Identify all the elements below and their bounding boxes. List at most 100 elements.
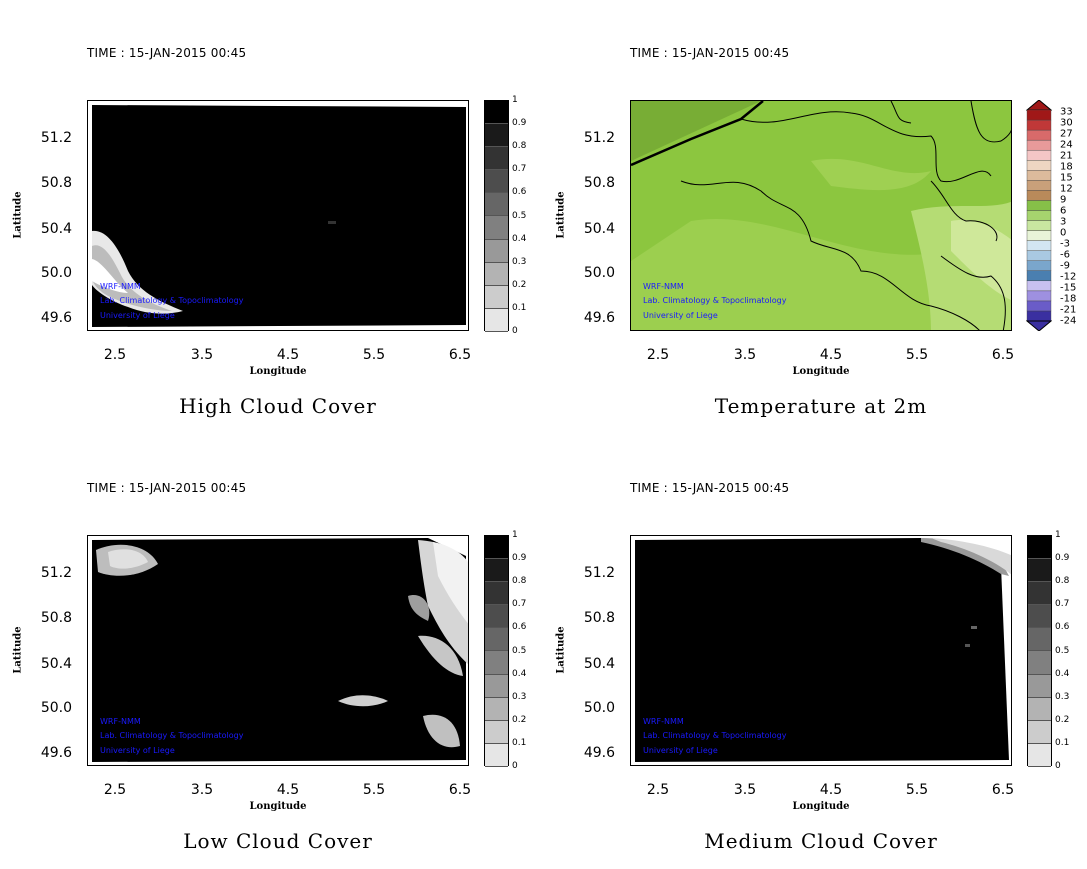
colorbar-tick-label: 0.2 — [1055, 714, 1070, 725]
colorbar-segment — [485, 170, 508, 194]
colorbar-segment — [485, 147, 508, 171]
x-tick: 4.5 — [276, 782, 300, 798]
colorbar-segment — [1026, 220, 1052, 231]
colorbar — [484, 535, 509, 767]
colorbar-segment — [1026, 119, 1052, 131]
time-label: TIME : 15-JAN-2015 00:45 — [87, 481, 247, 495]
colorbar-segment — [1026, 250, 1052, 261]
temperature-tick-label: 21 — [1060, 150, 1073, 162]
colorbar-tick-label: 0.5 — [1055, 645, 1070, 656]
x-tick: 3.5 — [190, 347, 214, 363]
temperature-tick-label: 15 — [1060, 172, 1073, 184]
colorbar-segment — [1028, 582, 1051, 606]
colorbar-segment — [1026, 180, 1052, 191]
colorbar-segment — [1026, 310, 1052, 322]
map-frame: WRF-NMM Lab. Climatology & Topoclimatolo… — [87, 100, 469, 331]
colorbar-tick-label: 0.4 — [512, 668, 527, 679]
colorbar-tick-label: 0.4 — [1055, 668, 1070, 679]
temperature-tick-label: -15 — [1060, 282, 1077, 294]
colorbar-tick-label: 0.4 — [512, 233, 527, 244]
y-tick: 50.0 — [583, 700, 615, 716]
y-tick: 50.8 — [40, 610, 72, 626]
credit-line-3: University of Liege — [643, 746, 718, 755]
y-tick: 50.8 — [583, 610, 615, 626]
x-tick: 5.5 — [905, 782, 929, 798]
colorbar-tick-label: 0.9 — [512, 553, 527, 564]
credit-line-1: WRF-NMM — [643, 282, 684, 291]
colorbar-segment — [485, 239, 508, 263]
colorbar-segment — [1026, 200, 1052, 211]
colorbar-segment — [1026, 139, 1052, 151]
y-tick: 50.4 — [583, 221, 615, 237]
colorbar-tick-label: 0 — [512, 761, 518, 771]
x-tick: 3.5 — [190, 782, 214, 798]
colorbar-tick-label: 1 — [1055, 530, 1061, 540]
colorbar-tick-label: 0.1 — [512, 737, 527, 748]
colorbar-segment — [485, 262, 508, 286]
y-tick: 51.2 — [40, 130, 72, 146]
colorbar-tick-label: 0.2 — [512, 714, 527, 725]
map-field — [88, 536, 468, 765]
colorbar-segment — [1028, 605, 1051, 629]
x-axis-label: Longitude — [249, 801, 307, 812]
colorbar-tick-label: 1 — [512, 530, 518, 540]
colorbar-tick-label: 0 — [1055, 761, 1061, 771]
colorbar-tick-label: 0.1 — [1055, 737, 1070, 748]
y-tick: 50.8 — [40, 175, 72, 191]
colorbar-segment — [1026, 149, 1052, 161]
colorbar-segment — [485, 628, 508, 652]
y-tick: 50.4 — [40, 221, 72, 237]
y-tick: 49.6 — [40, 745, 72, 761]
temperature-tick-label: 12 — [1060, 183, 1073, 195]
colorbar-segment — [1028, 697, 1051, 721]
credit-line-3: University of Liege — [100, 311, 175, 320]
map-frame: WRF-NMM Lab. Climatology & Topoclimatolo… — [630, 535, 1012, 766]
colorbar-tick-label: 0.6 — [1055, 622, 1070, 633]
y-tick: 51.2 — [40, 565, 72, 581]
colorbar-tick-label: 0.3 — [512, 256, 527, 267]
colorbar-segment — [1028, 536, 1051, 560]
colorbar-tick-label: 0.6 — [512, 622, 527, 633]
temperature-tick-label: -24 — [1060, 315, 1077, 327]
x-tick: 2.5 — [646, 782, 670, 798]
time-label: TIME : 15-JAN-2015 00:45 — [87, 46, 247, 60]
panel-title: Medium Cloud Cover — [704, 829, 938, 853]
colorbar-segment — [1026, 160, 1052, 171]
colorbar-segment — [485, 536, 508, 560]
colorbar-segment — [1028, 628, 1051, 652]
colorbar-min-arrow — [1026, 320, 1052, 331]
colorbar-segment — [1028, 720, 1051, 744]
colorbar-segment — [1028, 743, 1051, 767]
colorbar — [1027, 535, 1052, 767]
x-tick: 4.5 — [819, 347, 843, 363]
colorbar-tick-label: 0.7 — [512, 599, 527, 610]
x-axis-label: Longitude — [792, 366, 850, 377]
y-tick: 51.2 — [583, 565, 615, 581]
credit-line-2: Lab. Climatology & Topoclimatology — [643, 731, 787, 740]
credit-line-2: Lab. Climatology & Topoclimatology — [643, 296, 787, 305]
temperature-tick-label: -6 — [1060, 249, 1070, 261]
map-field — [631, 536, 1011, 765]
temperature-tick-label: 3 — [1060, 216, 1067, 228]
time-label: TIME : 15-JAN-2015 00:45 — [630, 46, 790, 60]
colorbar-segment — [1026, 210, 1052, 221]
x-tick: 5.5 — [362, 347, 386, 363]
y-axis-label: Latitude — [12, 191, 24, 239]
colorbar-tick-label: 0.7 — [1055, 599, 1070, 610]
y-axis-label: Latitude — [555, 191, 567, 239]
credit-line-1: WRF-NMM — [100, 717, 141, 726]
colorbar-tick-label: 0.1 — [512, 302, 527, 313]
colorbar-segment — [485, 605, 508, 629]
colorbar-segment — [485, 674, 508, 698]
x-tick: 6.5 — [991, 782, 1015, 798]
temperature-tick-label: 24 — [1060, 139, 1073, 151]
colorbar-segment — [1026, 129, 1052, 141]
temperature-tick-label: -18 — [1060, 293, 1077, 305]
colorbar-segment — [1028, 674, 1051, 698]
panel-temperature-2m: TIME : 15-JAN-2015 00:45 WRF-NMM Lab. Cl… — [543, 0, 1086, 434]
colorbar-tick-label: 0.5 — [512, 210, 527, 221]
credit-line-3: University of Liege — [100, 746, 175, 755]
colorbar-segment — [485, 720, 508, 744]
colorbar-segment — [485, 124, 508, 148]
temperature-tick-label: 27 — [1060, 128, 1073, 140]
